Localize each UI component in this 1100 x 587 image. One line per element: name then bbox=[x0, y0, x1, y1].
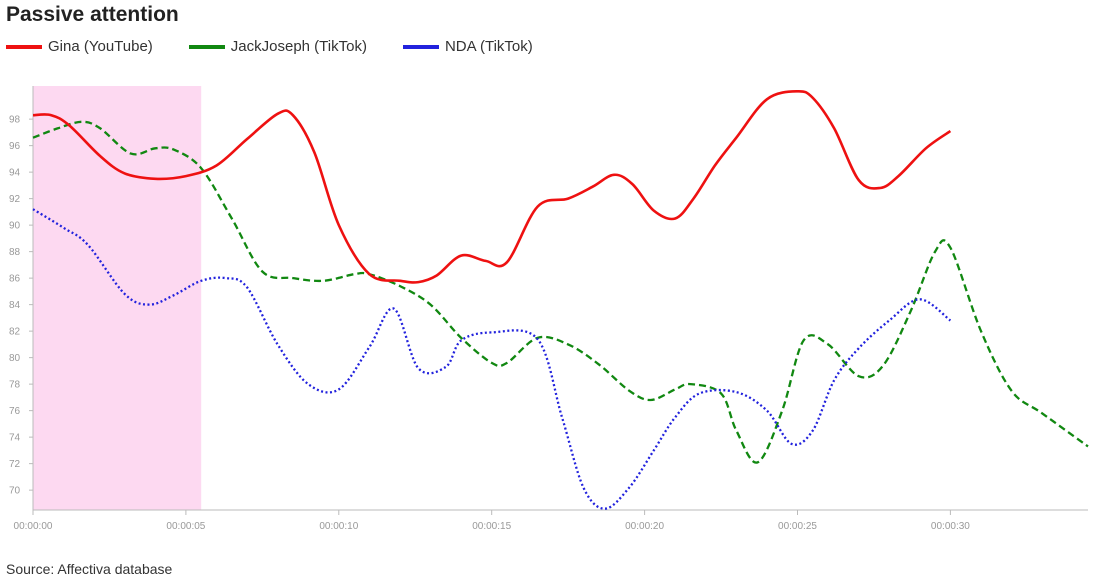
y-tick-label-76: 76 bbox=[9, 406, 21, 417]
x-tick-label-3: 00:00:15 bbox=[472, 521, 511, 532]
y-tick-label-86: 86 bbox=[9, 274, 21, 285]
y-tick-label-78: 78 bbox=[9, 380, 21, 391]
legend-item-nda[interactable]: NDA (TikTok) bbox=[402, 38, 533, 55]
x-tick-label-0: 00:00:00 bbox=[14, 521, 53, 532]
y-tick-label-72: 72 bbox=[9, 459, 21, 470]
y-tick-label-74: 74 bbox=[9, 433, 21, 444]
x-tick-label-4: 00:00:20 bbox=[625, 521, 664, 532]
x-tick-label-2: 00:00:10 bbox=[319, 521, 358, 532]
y-tick-label-82: 82 bbox=[9, 327, 21, 338]
y-tick-label-92: 92 bbox=[9, 194, 21, 205]
legend-label-nda: NDA (TikTok) bbox=[444, 38, 533, 55]
highlight-region bbox=[33, 86, 202, 510]
chart-title: Passive attention bbox=[6, 3, 179, 26]
y-tick-label-90: 90 bbox=[9, 221, 21, 232]
series-line-nda bbox=[32, 208, 952, 510]
y-tick-label-70: 70 bbox=[9, 486, 21, 497]
legend-swatch-nda bbox=[402, 44, 439, 49]
legend: Gina (YouTube) JackJoseph (TikTok) NDA (… bbox=[6, 38, 569, 55]
legend-swatch-gina bbox=[6, 44, 42, 49]
y-tick-label-84: 84 bbox=[9, 300, 21, 311]
y-tick-label-96: 96 bbox=[9, 141, 21, 152]
legend-label-gina: Gina (YouTube) bbox=[48, 38, 153, 55]
series-line-jackjoseph bbox=[32, 120, 1089, 464]
y-tick-label-98: 98 bbox=[9, 115, 21, 126]
y-tick-label-80: 80 bbox=[9, 353, 21, 364]
x-tick-label-1: 00:00:05 bbox=[166, 521, 205, 532]
legend-label-jackjoseph: JackJoseph (TikTok) bbox=[230, 38, 367, 55]
legend-swatch-jackjoseph bbox=[188, 44, 225, 49]
series-line-gina bbox=[32, 89, 952, 284]
legend-item-gina[interactable]: Gina (YouTube) bbox=[6, 38, 153, 55]
x-tick-label-6: 00:00:30 bbox=[931, 521, 970, 532]
y-tick-label-94: 94 bbox=[9, 168, 21, 179]
legend-item-jackjoseph[interactable]: JackJoseph (TikTok) bbox=[188, 38, 367, 55]
y-tick-label-88: 88 bbox=[9, 247, 21, 258]
source-note: Source: Affectiva database bbox=[6, 561, 173, 577]
x-tick-label-5: 00:00:25 bbox=[778, 521, 817, 532]
